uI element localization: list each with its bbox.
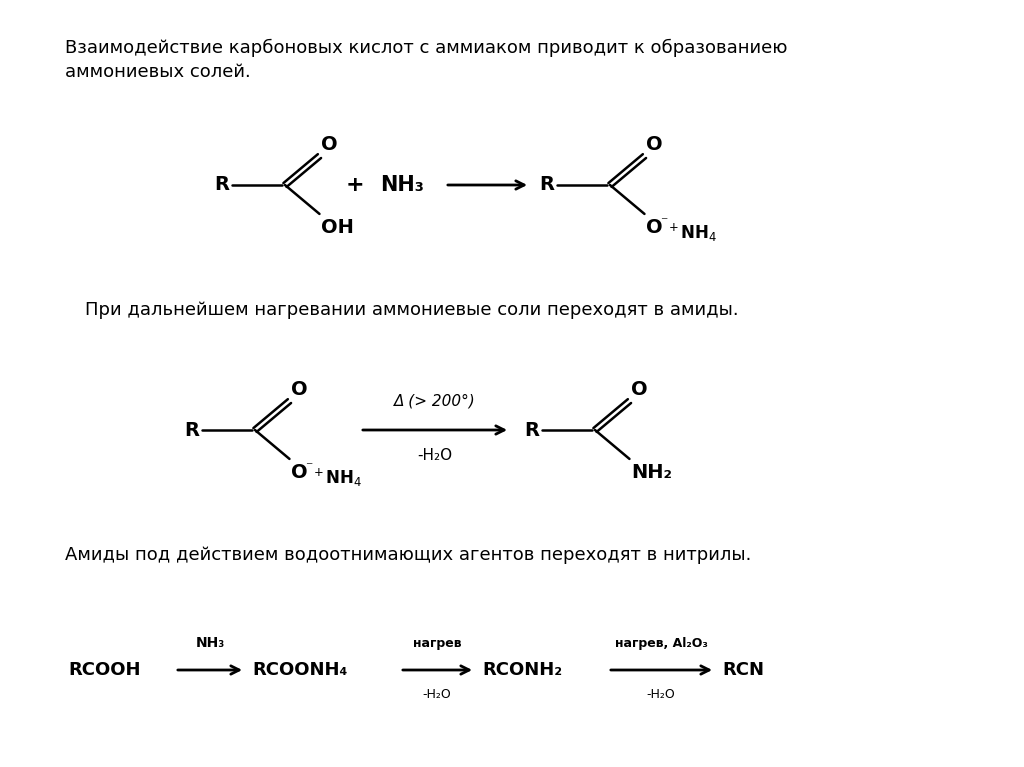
Text: $^+$NH$_4$: $^+$NH$_4$ [311, 467, 362, 489]
Text: -H₂O: -H₂O [423, 688, 452, 701]
Text: -H₂O: -H₂O [418, 448, 453, 463]
Text: O: O [322, 135, 338, 154]
Text: O: O [632, 380, 648, 399]
Text: RCONH₂: RCONH₂ [482, 661, 562, 679]
Text: При дальнейшем нагревании аммониевые соли переходят в амиды.: При дальнейшем нагревании аммониевые сол… [85, 301, 738, 319]
Text: Амиды под действием водоотнимающих агентов переходят в нитрилы.: Амиды под действием водоотнимающих агент… [65, 546, 752, 564]
Text: O: O [292, 380, 308, 399]
Text: R: R [184, 420, 200, 439]
Text: RCOOH: RCOOH [68, 661, 140, 679]
Text: NH₃: NH₃ [196, 636, 224, 650]
Text: NH₂: NH₂ [632, 463, 673, 482]
Text: +: + [346, 175, 365, 195]
Text: нагрев, Al₂O₃: нагрев, Al₂O₃ [614, 637, 708, 650]
Text: R: R [214, 176, 229, 195]
Text: OH: OH [322, 218, 354, 237]
Text: Δ (> 200°): Δ (> 200°) [394, 393, 476, 408]
Text: аммониевых солей.: аммониевых солей. [65, 63, 251, 81]
Text: O: O [646, 135, 664, 154]
Text: Взаимодействие карбоновых кислот с аммиаком приводит к образованиею: Взаимодействие карбоновых кислот с аммиа… [65, 39, 787, 57]
Text: $^+$NH$_4$: $^+$NH$_4$ [667, 222, 718, 244]
Text: ⁻: ⁻ [660, 215, 668, 229]
Text: NH₃: NH₃ [380, 175, 424, 195]
Text: R: R [524, 420, 540, 439]
Text: RCN: RCN [722, 661, 764, 679]
Text: RCOONH₄: RCOONH₄ [252, 661, 347, 679]
Text: O: O [292, 463, 308, 482]
Text: -H₂O: -H₂O [646, 688, 676, 701]
Text: ⁻: ⁻ [305, 460, 313, 474]
Text: O: O [646, 218, 664, 237]
Text: R: R [540, 176, 555, 195]
Text: нагрев: нагрев [413, 637, 461, 650]
